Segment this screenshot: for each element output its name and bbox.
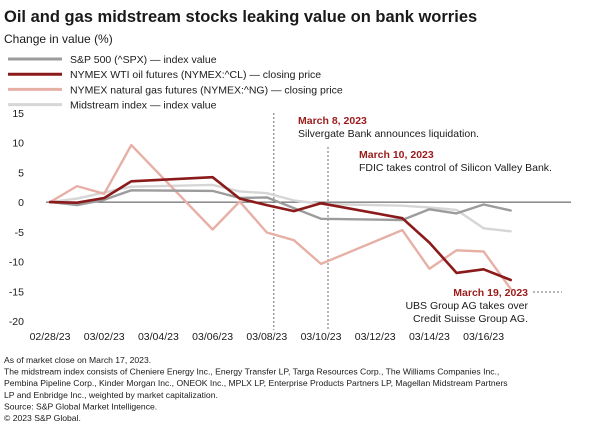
annotation-text-2-1: Credit Suisse Group AG. [413,313,528,325]
footnote-line-5: © 2023 S&P Global. [4,413,81,423]
event-guides [273,113,562,330]
annotation-date-2: March 19, 2023 [453,287,528,299]
y-tick-label-0: 15 [12,108,24,120]
x-axis-ticks: 02/28/23 03/02/23 03/04/23 03/06/23 03/08/23… [30,331,505,343]
footnote-line-4: Source: S&P Global Market Intelligence. [4,401,157,411]
annotation-date-0: March 8, 2023 [298,115,367,127]
y-axis-ticks: 15 10 5 0 -5 -10 -15 -20 [9,108,24,328]
y-tick-label-1: 10 [12,138,24,150]
series-line-2 [48,189,512,222]
x-tick-label-0: 02/28/23 [30,331,71,343]
y-tick-label-4: -5 [15,227,24,239]
series-line-0 [48,183,512,233]
y-tick-label-7: -20 [9,316,24,328]
y-tick-label-3: 0 [18,197,24,209]
legend-label-0: S&P 500 (^SPX) — index value [70,54,217,66]
footnote-line-2: Pembina Pipeline Corp., Kinder Morgan In… [4,378,508,388]
footnote-line-1: The midstream index consists of Cheniere… [4,367,499,377]
series-lines [48,143,513,291]
chart-title: Oil and gas midstream stocks leaking val… [4,8,477,26]
y-tick-label-6: -15 [9,286,24,298]
footnotes: As of market close on March 17, 2023. The… [4,355,508,423]
x-tick-label-7: 03/14/23 [409,331,450,343]
x-tick-label-4: 03/08/23 [246,331,287,343]
legend: S&P 500 (^SPX) — index value NYMEX WTI oi… [8,54,343,112]
legend-label-3: Midstream index — index value [70,100,217,112]
annotation-text-1-0: FDIC takes control of Silicon Valley Ban… [359,162,552,174]
legend-label-2: NYMEX natural gas futures (NYMEX:^NG) — … [70,84,343,96]
annotation-text-2-0: UBS Group AG takes over [405,300,528,312]
footnote-line-3: LP and Enbridge Inc., weighted by market… [4,390,218,400]
series-line-1 [48,143,512,291]
legend-label-1: NYMEX WTI oil futures (NYMEX:^CL) — clos… [70,69,321,81]
x-tick-label-3: 03/06/23 [192,331,233,343]
y-axis-label: Change in value (%) [4,32,113,46]
y-tick-label-5: -10 [9,257,24,269]
annotation-date-1: March 10, 2023 [359,149,434,161]
series-line-3 [48,175,513,282]
x-tick-label-2: 03/04/23 [138,331,179,343]
x-tick-label-6: 03/12/23 [355,331,396,343]
x-tick-label-8: 03/16/23 [463,331,504,343]
x-tick-label-5: 03/10/23 [301,331,342,343]
annotation-text-0-0: Silvergate Bank announces liquidation. [298,128,479,140]
x-tick-label-1: 03/02/23 [84,331,125,343]
footnote-line-0: As of market close on March 17, 2023. [4,355,151,365]
y-tick-label-2: 5 [18,167,24,179]
